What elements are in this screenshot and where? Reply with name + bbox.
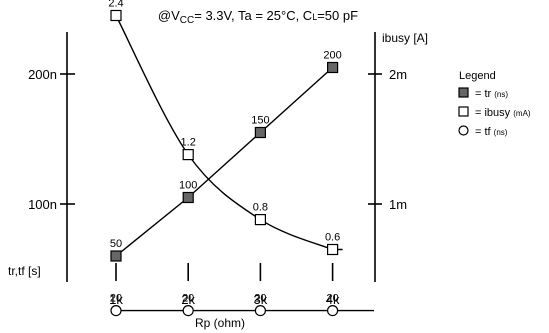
left-axis-ticks: 100n200n300n	[28, 67, 75, 212]
x-tick-label: 2k	[181, 292, 195, 307]
data-label-ibusy: 0.8	[253, 202, 268, 214]
legend-text-ibusy: = ibusy	[475, 107, 511, 119]
data-label-ibusy: 0.6	[325, 232, 340, 244]
marker-ibusy	[110, 9, 122, 22]
legend-item-tf: = tf (ns)	[475, 126, 508, 138]
data-label-tf: 20	[254, 293, 266, 305]
marker-tf	[254, 305, 266, 317]
marker-tr	[327, 61, 339, 74]
data-label-tf: 20	[326, 293, 338, 305]
data-label-ibusy: 2.4	[108, 0, 123, 10]
marker-ibusy	[254, 214, 266, 226]
title-subscript-cl: L	[312, 12, 317, 22]
title-part-2: = 3.3V, Ta = 25°C, C	[194, 8, 312, 23]
data-label-ibusy: 1.2	[181, 137, 196, 149]
series-line-tr	[115, 66, 334, 257]
right-axis-ticks: 1m2m3m	[368, 67, 407, 212]
x-tick-label: 3k	[254, 292, 268, 307]
data-label-tr: 50	[110, 238, 122, 250]
x-tick-label: 4k	[326, 292, 340, 307]
title-part-1: @V	[158, 8, 180, 23]
marker-tf	[327, 305, 339, 317]
title-subscript-vcc: CC	[180, 15, 194, 26]
marker-tf	[110, 305, 122, 317]
data-label-tr: 100	[179, 180, 197, 192]
title-part-3: =50 pF	[317, 8, 358, 23]
marker-tf	[182, 305, 194, 317]
legend-text-tf: = tf	[475, 126, 492, 138]
legend-marker-open-circle	[458, 125, 469, 136]
data-label-tr: 200	[323, 50, 341, 62]
legend-item-ibusy: = ibusy (mA)	[475, 107, 531, 119]
data-label-tf: 20	[182, 293, 194, 305]
x-axis-ticks: 1k 2k 3k 4k	[109, 263, 340, 307]
marker-ibusy	[182, 149, 194, 161]
legend-marker-open-square	[458, 106, 469, 117]
x-tick-label: 1k	[109, 292, 123, 307]
marker-ibusy	[327, 243, 339, 256]
legend-title: Legend	[459, 70, 496, 82]
legend-unit-tr: (ns)	[494, 90, 508, 99]
data-label-tf: 20	[110, 293, 122, 305]
legend-unit-ibusy: (mA)	[513, 109, 531, 118]
data-label-tr: 150	[251, 115, 269, 127]
right-tick-label: 2m	[389, 67, 407, 82]
legend: Legend = tr (ns) = ibusy (mA) = tf (ns)	[458, 70, 531, 138]
marker-tr	[182, 191, 194, 204]
chart-title: @VCC= 3.3V, Ta = 25°C, CL=50 pF	[158, 8, 358, 26]
left-tick-label: 200n	[28, 67, 57, 82]
legend-unit-tf: (ns)	[494, 128, 508, 137]
right-tick-label: 1m	[389, 197, 407, 212]
legend-text-tr: = tr	[475, 88, 492, 100]
left-axis-label: tr,tf [s]	[8, 264, 41, 278]
x-axis-label: Rp (ohm)	[195, 316, 245, 330]
right-axis-label: ibusy [A]	[382, 31, 428, 45]
left-tick-label: 100n	[28, 197, 57, 212]
legend-marker-filled-square	[458, 87, 469, 98]
marker-tr	[110, 250, 122, 262]
series-line-ibusy	[115, 15, 343, 251]
legend-item-tr: = tr (ns)	[475, 88, 508, 100]
marker-tr	[254, 126, 266, 139]
series-layer: 50 100 150 200 2.4 1.2 0.8 0.6 20 20 20 20	[108, 0, 374, 317]
